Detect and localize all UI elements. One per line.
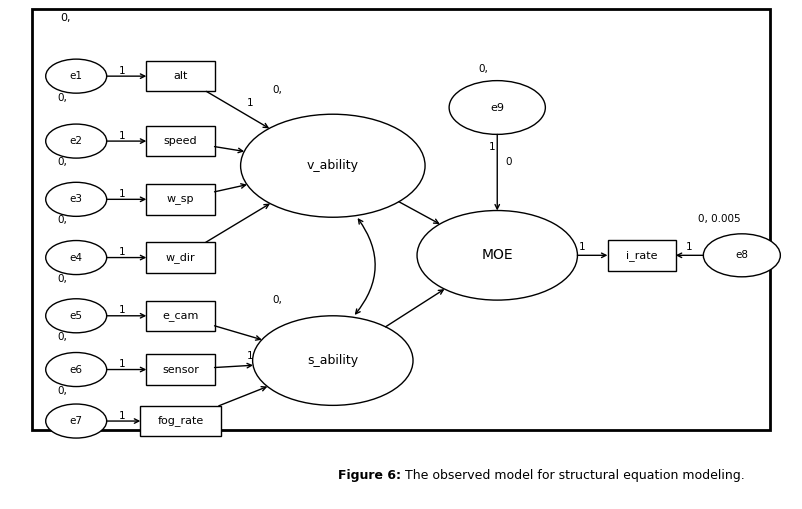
Text: fog_rate: fog_rate — [157, 415, 204, 427]
Text: e_cam: e_cam — [162, 311, 199, 321]
FancyBboxPatch shape — [146, 184, 215, 215]
Text: 0,: 0, — [273, 84, 282, 95]
Circle shape — [46, 59, 107, 93]
Text: 0,: 0, — [58, 332, 67, 342]
Text: 0,: 0, — [479, 65, 488, 74]
Text: 1: 1 — [119, 359, 125, 369]
Circle shape — [449, 80, 545, 134]
FancyBboxPatch shape — [32, 9, 770, 430]
Text: 1: 1 — [686, 242, 692, 252]
Circle shape — [46, 182, 107, 216]
Text: 1: 1 — [119, 305, 125, 316]
Text: 1: 1 — [119, 411, 125, 420]
Text: i_rate: i_rate — [626, 250, 658, 261]
FancyBboxPatch shape — [608, 240, 675, 271]
Text: MOE: MOE — [481, 248, 513, 262]
Text: e7: e7 — [70, 416, 83, 426]
FancyBboxPatch shape — [146, 242, 215, 273]
Text: sensor: sensor — [162, 364, 199, 375]
Circle shape — [46, 241, 107, 274]
Text: 0: 0 — [505, 157, 512, 167]
Circle shape — [703, 234, 780, 277]
FancyBboxPatch shape — [146, 354, 215, 385]
Text: e3: e3 — [70, 194, 83, 204]
Circle shape — [46, 124, 107, 158]
Text: w_dir: w_dir — [166, 252, 195, 263]
Text: 0,: 0, — [58, 386, 67, 395]
Circle shape — [46, 299, 107, 333]
FancyBboxPatch shape — [140, 406, 221, 436]
Text: 0, 0.005: 0, 0.005 — [698, 214, 740, 224]
Text: 0,: 0, — [58, 274, 67, 284]
Text: 1: 1 — [579, 242, 585, 252]
Text: e8: e8 — [735, 250, 748, 260]
FancyBboxPatch shape — [146, 126, 215, 156]
Text: Figure 6:: Figure 6: — [338, 469, 401, 483]
Text: w_sp: w_sp — [167, 194, 194, 204]
Text: 1: 1 — [119, 247, 125, 257]
Text: 1: 1 — [247, 98, 253, 108]
Circle shape — [46, 353, 107, 386]
Text: e1: e1 — [70, 71, 83, 81]
Text: e2: e2 — [70, 136, 83, 146]
Text: s_ability: s_ability — [307, 354, 358, 367]
Text: v_ability: v_ability — [307, 159, 358, 172]
FancyBboxPatch shape — [146, 61, 215, 92]
Circle shape — [417, 211, 577, 300]
Text: 1: 1 — [489, 142, 496, 152]
FancyBboxPatch shape — [146, 300, 215, 331]
Text: speed: speed — [164, 136, 197, 146]
Text: e6: e6 — [70, 364, 83, 375]
Text: 0,: 0, — [58, 215, 67, 225]
Circle shape — [241, 114, 425, 217]
Text: 0,: 0, — [273, 295, 282, 305]
Text: The observed model for structural equation modeling.: The observed model for structural equati… — [401, 469, 745, 483]
Text: e9: e9 — [490, 102, 504, 112]
Text: 1: 1 — [119, 131, 125, 140]
Text: e5: e5 — [70, 311, 83, 321]
Text: e4: e4 — [70, 252, 83, 263]
Text: 0,: 0, — [58, 93, 67, 103]
Text: alt: alt — [173, 71, 188, 81]
Text: 0,: 0, — [58, 157, 67, 167]
Text: 1: 1 — [119, 189, 125, 199]
Circle shape — [253, 316, 413, 405]
Circle shape — [46, 404, 107, 438]
Text: 1: 1 — [119, 66, 125, 76]
Text: 1: 1 — [247, 351, 253, 361]
Text: 0,: 0, — [60, 13, 71, 23]
